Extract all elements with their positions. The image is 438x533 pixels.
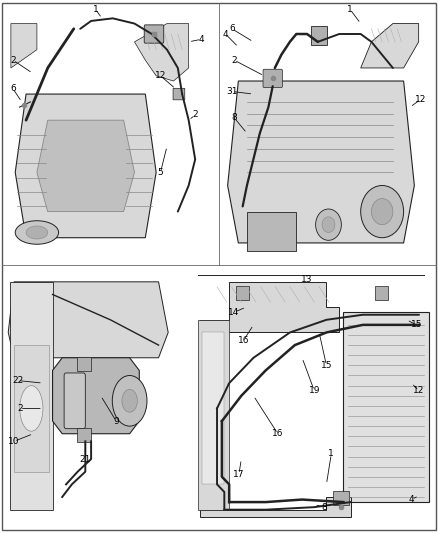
Text: 13: 13 [301,275,313,284]
FancyBboxPatch shape [263,69,283,87]
Polygon shape [14,345,49,472]
Text: 1: 1 [328,449,334,458]
Polygon shape [15,94,156,238]
Text: 1: 1 [347,5,353,14]
Ellipse shape [371,199,393,225]
FancyBboxPatch shape [77,428,92,442]
FancyBboxPatch shape [77,357,92,371]
Text: 16: 16 [238,336,250,344]
Polygon shape [53,358,139,434]
Text: 12: 12 [155,71,166,80]
FancyBboxPatch shape [333,491,349,505]
Text: 15: 15 [321,361,332,370]
Text: 31: 31 [226,87,238,96]
Text: 8: 8 [231,113,237,122]
Ellipse shape [20,386,43,431]
Polygon shape [228,81,414,243]
FancyBboxPatch shape [64,373,85,429]
Ellipse shape [26,226,48,239]
Polygon shape [10,282,53,510]
Polygon shape [134,23,189,81]
Text: 21: 21 [80,455,91,464]
Polygon shape [37,120,134,212]
Text: 9: 9 [113,417,119,425]
FancyBboxPatch shape [374,286,388,300]
Polygon shape [200,282,339,333]
FancyBboxPatch shape [144,25,164,43]
Polygon shape [247,212,296,251]
Text: 15: 15 [410,320,422,329]
Polygon shape [11,23,37,68]
Text: 2: 2 [231,55,237,64]
Ellipse shape [15,221,59,244]
Text: 22: 22 [12,376,24,385]
Text: 14: 14 [228,308,240,317]
Text: 12: 12 [415,95,427,104]
Text: 12: 12 [413,386,424,395]
Text: 2: 2 [192,110,198,119]
Text: 2: 2 [17,404,23,413]
Ellipse shape [361,185,404,238]
FancyBboxPatch shape [343,312,428,502]
Text: 19: 19 [308,386,320,395]
Ellipse shape [112,375,147,426]
Text: 5: 5 [158,168,163,177]
Text: 8: 8 [321,503,327,512]
Text: 4: 4 [409,495,414,504]
Text: 16: 16 [272,429,283,438]
Text: 2: 2 [10,55,16,64]
Polygon shape [202,333,224,484]
FancyBboxPatch shape [173,88,185,100]
FancyBboxPatch shape [236,286,249,300]
Text: 17: 17 [233,470,245,479]
Polygon shape [360,23,419,68]
Text: 6: 6 [229,25,235,33]
Text: 4: 4 [199,35,205,44]
Ellipse shape [122,390,138,412]
Polygon shape [200,497,351,517]
Text: 6: 6 [10,84,16,93]
Ellipse shape [316,209,341,240]
Polygon shape [8,282,168,358]
FancyBboxPatch shape [311,26,327,45]
Polygon shape [198,320,229,510]
Text: 1: 1 [92,5,98,14]
Text: 10: 10 [8,437,20,446]
Text: 4: 4 [223,29,228,38]
Ellipse shape [322,217,335,232]
